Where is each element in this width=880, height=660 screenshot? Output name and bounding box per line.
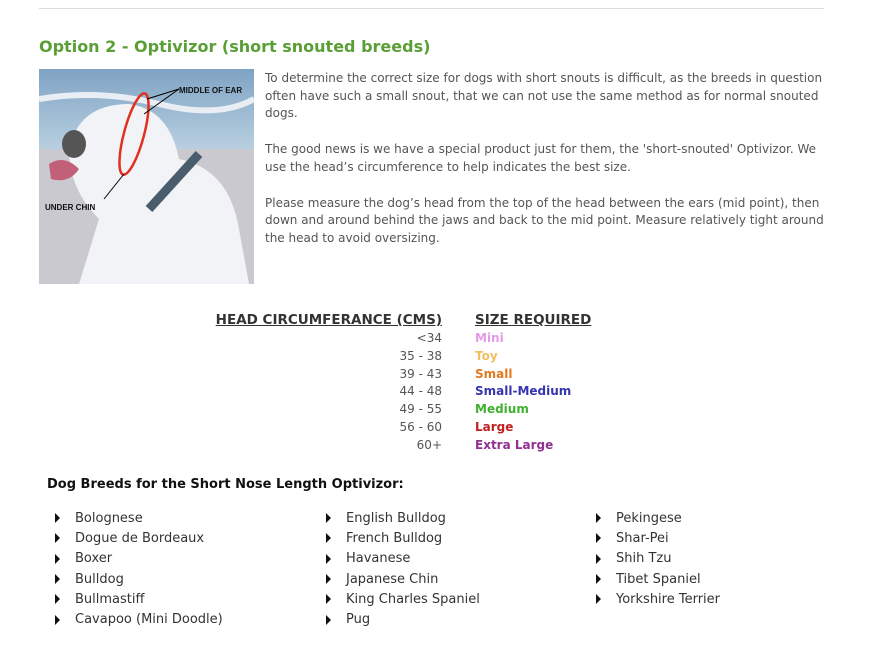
circumference-range: 60+ bbox=[416, 437, 442, 452]
breed-name: Shar-Pei bbox=[616, 530, 669, 546]
circumference-range: 49 - 55 bbox=[399, 402, 443, 417]
breed-name: Havanese bbox=[346, 551, 411, 567]
label-under-chin: UNDER CHIN bbox=[45, 203, 95, 212]
section-title: Option 2 - Optivizor (short snouted bree… bbox=[39, 37, 431, 56]
bullet-triangle-icon bbox=[326, 574, 331, 585]
bullet-triangle-icon bbox=[55, 533, 60, 544]
breeds-heading: Dog Breeds for the Short Nose Length Opt… bbox=[47, 477, 404, 492]
breed-list-item: King Charles Spaniel bbox=[326, 589, 480, 609]
breed-list-item: English Bulldog bbox=[326, 508, 480, 528]
size-label: Toy bbox=[475, 348, 498, 363]
breed-list-item: Boxer bbox=[55, 549, 223, 569]
breed-list-column: English Bulldog French Bulldog Havanese Jap… bbox=[326, 508, 480, 630]
breed-list-item: Shar-Pei bbox=[596, 528, 720, 548]
size-header: SIZE REQUIRED bbox=[475, 312, 592, 328]
bullet-triangle-icon bbox=[326, 533, 331, 544]
intro-paragraph: Please measure the dog’s head from the t… bbox=[265, 195, 824, 245]
size-column: SIZE REQUIRED Mini Toy Small Small-Medium Me… bbox=[475, 312, 675, 456]
intro-paragraph: To determine the correct size for dogs w… bbox=[265, 71, 823, 121]
circumference-range: 35 - 38 bbox=[399, 348, 443, 363]
breed-list-item: Bullmastiff bbox=[55, 589, 223, 609]
breed-list-item: Yorkshire Terrier bbox=[596, 589, 720, 609]
breed-name: Cavapoo (Mini Doodle) bbox=[75, 612, 223, 628]
breed-name: Dogue de Bordeaux bbox=[75, 530, 205, 546]
breed-name: Boxer bbox=[75, 551, 113, 567]
bullet-triangle-icon bbox=[326, 553, 331, 564]
breed-name: Japanese Chin bbox=[346, 571, 439, 587]
intro-paragraph: The good news is we have a special produ… bbox=[265, 142, 817, 174]
bullet-triangle-icon bbox=[55, 594, 60, 605]
breed-name: Tibet Spaniel bbox=[616, 571, 701, 587]
breed-name: King Charles Spaniel bbox=[346, 591, 480, 607]
size-label: Small-Medium bbox=[475, 384, 572, 399]
size-label: Small bbox=[475, 366, 513, 381]
breed-list-item: Havanese bbox=[326, 549, 480, 569]
bullet-triangle-icon bbox=[55, 574, 60, 585]
size-label: Medium bbox=[475, 402, 529, 417]
size-label: Mini bbox=[475, 331, 504, 345]
bullet-triangle-icon bbox=[596, 513, 601, 524]
breed-list-item: Shih Tzu bbox=[596, 549, 720, 569]
bullet-triangle-icon bbox=[55, 614, 60, 625]
bullet-triangle-icon bbox=[55, 553, 60, 564]
breed-name: French Bulldog bbox=[346, 530, 443, 546]
bullet-triangle-icon bbox=[596, 594, 601, 605]
breed-name: Yorkshire Terrier bbox=[616, 591, 720, 607]
breed-list-item: Bulldog bbox=[55, 569, 223, 589]
breed-name: Shih Tzu bbox=[616, 551, 672, 567]
breed-name: Pekingese bbox=[616, 510, 682, 526]
bullet-triangle-icon bbox=[55, 513, 60, 524]
intro-text: To determine the correct size for dogs w… bbox=[265, 70, 830, 266]
breed-list-column: Bolognese Dogue de Bordeaux Boxer Bulldog Bu… bbox=[55, 508, 223, 630]
circumference-range: <34 bbox=[416, 331, 442, 345]
bullet-triangle-icon bbox=[596, 533, 601, 544]
circumference-range: 39 - 43 bbox=[399, 366, 443, 381]
breed-list-item: Pekingese bbox=[596, 508, 720, 528]
bulldog-measurement-photo: MIDDLE OF EAR UNDER CHIN bbox=[39, 69, 254, 284]
breed-name: Bullmastiff bbox=[75, 591, 145, 607]
breed-name: Pug bbox=[346, 612, 371, 628]
breed-list-item: Cavapoo (Mini Doodle) bbox=[55, 609, 223, 629]
circumference-column: HEAD CIRCUMFERANCE (CMS) <34 35 - 38 39 - … bbox=[150, 312, 442, 456]
breed-list-item: Pug bbox=[326, 609, 480, 629]
top-divider bbox=[39, 8, 824, 9]
size-label: Extra Large bbox=[475, 437, 554, 452]
circumference-range: 44 - 48 bbox=[399, 384, 443, 399]
breed-name: Bulldog bbox=[75, 571, 124, 587]
breed-list-item: Bolognese bbox=[55, 508, 223, 528]
breed-list-item: Japanese Chin bbox=[326, 569, 480, 589]
bullet-triangle-icon bbox=[326, 594, 331, 605]
breed-list-item: French Bulldog bbox=[326, 528, 480, 548]
label-middle-of-ear: MIDDLE OF EAR bbox=[179, 86, 242, 95]
circumference-range: 56 - 60 bbox=[399, 419, 443, 434]
bullet-triangle-icon bbox=[326, 513, 331, 524]
breed-name: Bolognese bbox=[75, 510, 143, 526]
bullet-triangle-icon bbox=[326, 614, 331, 625]
circumference-header: HEAD CIRCUMFERANCE (CMS) bbox=[215, 312, 442, 328]
breed-list-item: Dogue de Bordeaux bbox=[55, 528, 223, 548]
breed-list-column: Pekingese Shar-Pei Shih Tzu Tibet Spaniel Yo… bbox=[596, 508, 720, 609]
size-label: Large bbox=[475, 419, 514, 434]
bullet-triangle-icon bbox=[596, 574, 601, 585]
bullet-triangle-icon bbox=[596, 553, 601, 564]
breed-name: English Bulldog bbox=[346, 510, 446, 526]
breed-list-item: Tibet Spaniel bbox=[596, 569, 720, 589]
